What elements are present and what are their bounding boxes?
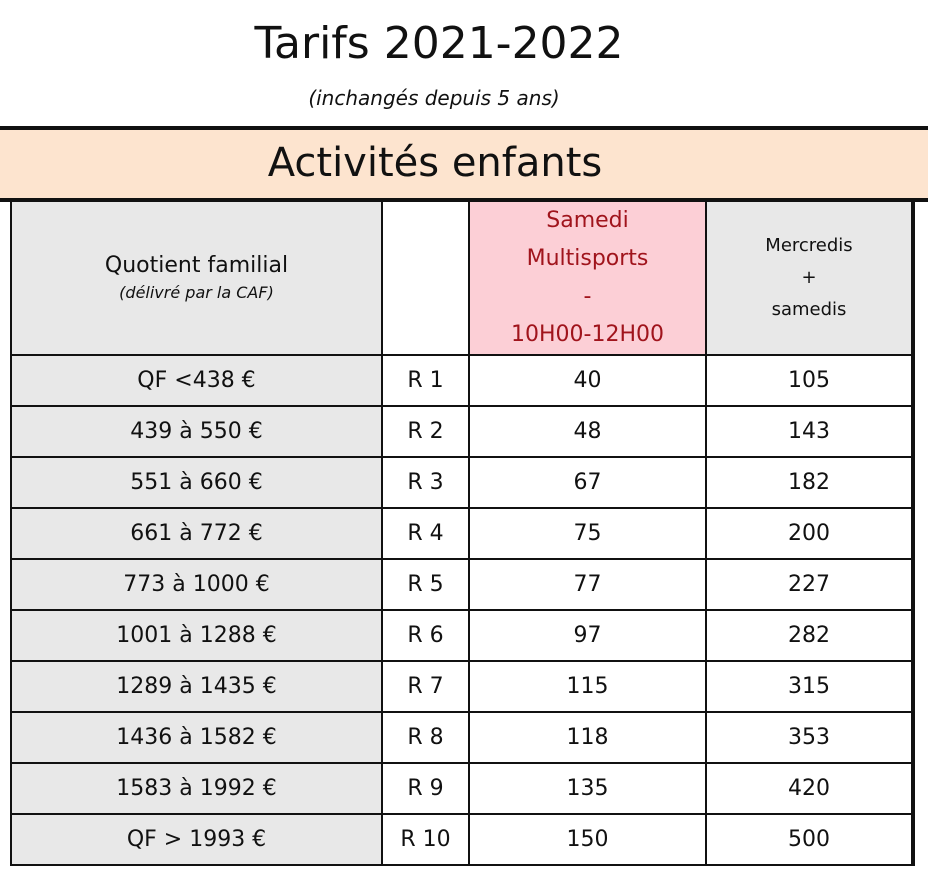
header-samedi-line: Multisports [526,246,649,271]
table-row: QF <438 € R 1 40 105 [10,354,914,407]
table-row: 439 à 550 € R 2 48 143 [10,405,914,458]
cell-mercredis-price: 500 [705,813,914,866]
cell-samedi-price: 135 [468,762,707,815]
cell-qf: 1001 à 1288 € [10,609,383,662]
cell-range: R 2 [381,405,470,458]
cell-samedi-price: 67 [468,456,707,509]
tarifs-table: Quotient familial (délivré par la CAF) S… [10,200,915,866]
cell-mercredis-price: 227 [705,558,914,611]
table-row: 773 à 1000 € R 5 77 227 [10,558,914,611]
cell-mercredis-price: 143 [705,405,914,458]
table-row: 661 à 772 € R 4 75 200 [10,507,914,560]
header-qf-note: (délivré par la CAF) [119,283,274,302]
cell-samedi-price: 48 [468,405,707,458]
header-qf-label: Quotient familial [104,253,289,278]
header-samedi-line: - [583,284,592,309]
cell-samedi-price: 77 [468,558,707,611]
header-mercredis-line: Mercredis [765,235,853,256]
cell-mercredis-price: 200 [705,507,914,560]
table-row: 1289 à 1435 € R 7 115 315 [10,660,914,713]
header-quotient-familial: Quotient familial (délivré par la CAF) [10,200,383,356]
cell-range: R 10 [381,813,470,866]
page-title: Tarifs 2021-2022 [254,18,624,69]
cell-mercredis-price: 420 [705,762,914,815]
section-banner: Activités enfants [0,126,928,202]
header-mercredis-line: + [801,267,817,288]
cell-range: R 6 [381,609,470,662]
cell-mercredis-price: 105 [705,354,914,407]
cell-qf: 661 à 772 € [10,507,383,560]
header-samedi-multisports: Samedi Multisports - 10H00-12H00 [468,200,707,356]
cell-range: R 5 [381,558,470,611]
cell-mercredis-price: 182 [705,456,914,509]
cell-range: R 1 [381,354,470,407]
cell-samedi-price: 115 [468,660,707,713]
page-subtitle: (inchangés depuis 5 ans) [308,86,560,110]
header-mercredis-samedis: Mercredis + samedis [705,200,914,356]
cell-mercredis-price: 353 [705,711,914,764]
cell-mercredis-price: 315 [705,660,914,713]
cell-samedi-price: 118 [468,711,707,764]
cell-range: R 4 [381,507,470,560]
header-range [381,200,470,356]
cell-range: R 9 [381,762,470,815]
cell-qf: QF <438 € [10,354,383,407]
table-header-row: Quotient familial (délivré par la CAF) S… [10,200,914,356]
header-samedi-line: Samedi [546,208,629,233]
cell-qf: QF > 1993 € [10,813,383,866]
cell-samedi-price: 75 [468,507,707,560]
table-row: 1436 à 1582 € R 8 118 353 [10,711,914,764]
table-row: 1001 à 1288 € R 6 97 282 [10,609,914,662]
cell-qf: 551 à 660 € [10,456,383,509]
cell-samedi-price: 97 [468,609,707,662]
cell-range: R 7 [381,660,470,713]
cell-samedi-price: 40 [468,354,707,407]
cell-qf: 1583 à 1992 € [10,762,383,815]
header-samedi-line: 10H00-12H00 [510,322,664,347]
cell-mercredis-price: 282 [705,609,914,662]
cell-qf: 773 à 1000 € [10,558,383,611]
table-row: QF > 1993 € R 10 150 500 [10,813,914,866]
cell-range: R 8 [381,711,470,764]
cell-qf: 1289 à 1435 € [10,660,383,713]
header-mercredis-line: samedis [771,299,847,320]
section-title: Activités enfants [267,140,603,186]
table-row: 551 à 660 € R 3 67 182 [10,456,914,509]
table-row: 1583 à 1992 € R 9 135 420 [10,762,914,815]
cell-range: R 3 [381,456,470,509]
cell-samedi-price: 150 [468,813,707,866]
cell-qf: 439 à 550 € [10,405,383,458]
cell-qf: 1436 à 1582 € [10,711,383,764]
